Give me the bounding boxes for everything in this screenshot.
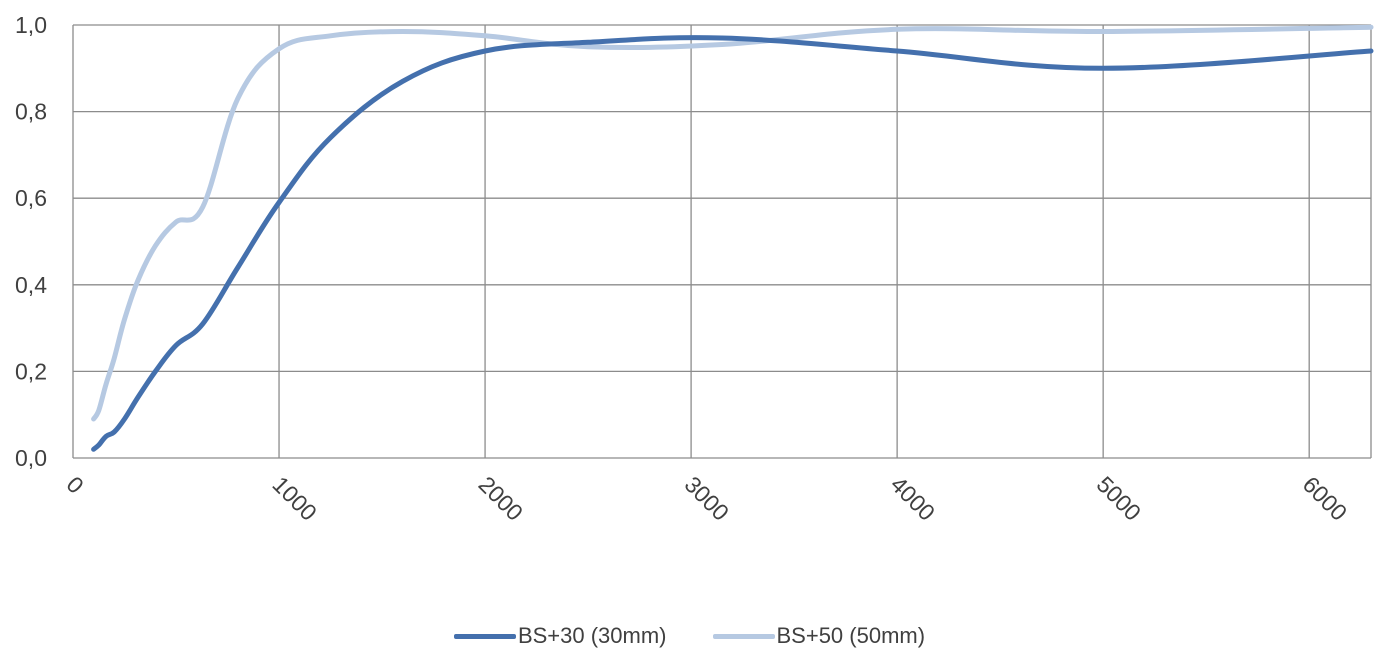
y-tick-label: 0,8	[15, 99, 47, 125]
legend-label-bs30: BS+30 (30mm)	[517, 623, 667, 648]
series-lines	[91, 24, 1374, 452]
legend-item-bs30: BS+30 (30mm)	[453, 623, 667, 649]
legend-swatch-bs50	[712, 633, 775, 639]
x-tick-label: 5000	[1092, 471, 1147, 526]
y-tick-label: 0,0	[15, 445, 47, 471]
x-tick-label: 4000	[886, 471, 941, 526]
y-tick-label: 0,2	[15, 358, 47, 384]
x-tick-label: 3000	[680, 471, 735, 526]
x-tick-label: 1000	[267, 471, 322, 526]
x-tick-label: 0	[61, 471, 88, 498]
legend-swatch-bs30	[453, 633, 516, 639]
y-axis-ticks: 0,0 0,2 0,4 0,6 0,8 1,0	[15, 12, 47, 471]
legend-label-bs50: BS+50 (50mm)	[776, 623, 926, 648]
series-line-0	[91, 35, 1374, 452]
grid	[72, 24, 1372, 459]
legend-item-bs50: BS+50 (50mm)	[712, 623, 926, 649]
legend: BS+30 (30mm) BS+50 (50mm)	[0, 623, 1379, 649]
y-tick-label: 0,6	[15, 185, 47, 211]
y-tick-label: 1,0	[15, 12, 47, 38]
x-axis-ticks: 0 1000 2000 3000 4000 5000 6000	[61, 471, 1352, 526]
x-tick-label: 2000	[474, 471, 529, 526]
y-tick-label: 0,4	[15, 272, 47, 298]
series-line-1	[91, 24, 1374, 422]
x-tick-label: 6000	[1298, 471, 1353, 526]
